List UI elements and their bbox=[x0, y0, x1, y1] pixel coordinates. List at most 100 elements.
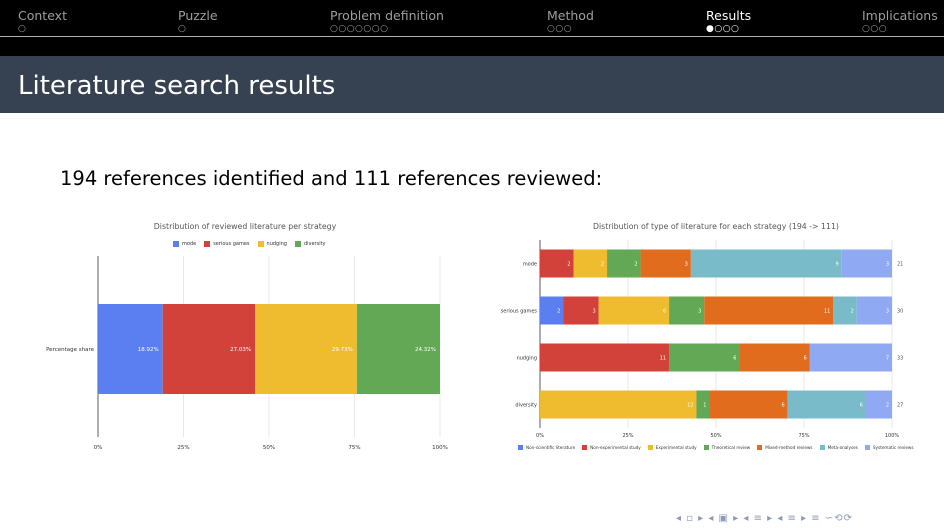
nav-section-puzzle[interactable]: Puzzle ○ bbox=[178, 8, 218, 34]
category-label: nudging bbox=[517, 356, 537, 362]
data-label: 29.73% bbox=[332, 347, 353, 353]
nav-section-label: Implications bbox=[862, 8, 938, 23]
legend-item: diversity bbox=[294, 241, 326, 247]
section-navigation: Context ○ Puzzle ○ Problem definition ○○… bbox=[0, 0, 944, 56]
nav-section-results[interactable]: Results ●○○○ bbox=[706, 8, 751, 34]
bar-segment bbox=[865, 390, 892, 419]
data-label: 3 bbox=[886, 309, 889, 315]
nav-subsection-dots[interactable]: ○ bbox=[178, 24, 187, 34]
nav-subsection-dots[interactable]: ○○○ bbox=[862, 24, 888, 34]
data-label: 12 bbox=[687, 403, 693, 409]
bar-segment bbox=[540, 249, 574, 278]
x-tick-label: 0% bbox=[536, 433, 544, 439]
data-label: 11 bbox=[824, 309, 830, 315]
bar-segment bbox=[841, 249, 892, 278]
legend-swatch bbox=[257, 241, 264, 247]
nav-section-implications[interactable]: Implications ○○○ bbox=[862, 8, 938, 34]
legend-swatch bbox=[647, 445, 653, 450]
bar-segment bbox=[856, 296, 892, 325]
nav-subsection-dots[interactable]: ●○○○ bbox=[706, 24, 740, 34]
legend-swatch bbox=[204, 241, 211, 247]
legend-label: Theoretical review bbox=[711, 445, 751, 450]
nav-subsection-dots[interactable]: ○ bbox=[18, 24, 27, 34]
bar-segment bbox=[669, 296, 705, 325]
bar-segment bbox=[540, 390, 697, 419]
data-label: 11 bbox=[660, 356, 666, 362]
bar-segment bbox=[573, 249, 608, 278]
legend-swatch bbox=[518, 445, 523, 450]
bar-segment bbox=[255, 304, 357, 394]
bar-segment bbox=[690, 249, 842, 278]
data-label: 3 bbox=[698, 309, 701, 315]
legend-item: Mixed-method reviews bbox=[757, 445, 813, 450]
legend-item: Experimental study bbox=[647, 445, 697, 450]
legend-label: diversity bbox=[303, 241, 326, 247]
data-label: 2 bbox=[601, 262, 604, 268]
legend-label: Non-experimental study bbox=[590, 445, 641, 450]
nav-section-method[interactable]: Method ○○○ bbox=[547, 8, 594, 34]
data-label: 18.92% bbox=[138, 347, 159, 353]
legend-label: Non-scientific literature bbox=[526, 445, 576, 450]
legend-label: Meta-analyses bbox=[827, 445, 858, 450]
x-tick-label: 50% bbox=[263, 445, 275, 451]
legend-swatch bbox=[864, 445, 870, 450]
chart1-legend: mode serious games nudging diversity bbox=[173, 241, 334, 247]
legend-label: Systematic reviews bbox=[872, 445, 914, 450]
bar-segment bbox=[607, 249, 641, 278]
category-label: diversity bbox=[515, 403, 537, 409]
x-tick-label: 25% bbox=[177, 445, 189, 451]
nav-section-label: Puzzle bbox=[178, 8, 218, 23]
nav-subsection-dots[interactable]: ○○○○○○○ bbox=[330, 24, 389, 34]
data-label: 24.32% bbox=[415, 347, 436, 353]
bar-segment bbox=[809, 343, 892, 372]
data-label: 6 bbox=[782, 403, 785, 409]
bar-segment bbox=[739, 343, 810, 372]
legend-swatch bbox=[703, 445, 709, 450]
data-label: 2 bbox=[886, 403, 889, 409]
category-label: mode bbox=[523, 262, 537, 268]
bar-segment bbox=[563, 296, 599, 325]
data-label: 3 bbox=[886, 262, 889, 268]
bar-segment bbox=[356, 304, 440, 394]
page-title: Literature search results bbox=[18, 71, 336, 101]
lead-text: 194 references identified and 111 refere… bbox=[60, 167, 603, 190]
data-label: 9 bbox=[836, 262, 839, 268]
nav-section-problem-definition[interactable]: Problem definition ○○○○○○○ bbox=[330, 8, 444, 34]
chart1-title: Distribution of reviewed literature per … bbox=[153, 222, 337, 231]
data-label: 6 bbox=[733, 356, 736, 362]
total-label: 33 bbox=[897, 356, 903, 362]
legend-label: mode bbox=[182, 241, 197, 247]
data-label: 2 bbox=[851, 309, 854, 315]
nav-section-context[interactable]: Context ○ bbox=[18, 8, 67, 34]
bar-segment bbox=[640, 249, 691, 278]
nav-subsection-dots[interactable]: ○○○ bbox=[547, 24, 573, 34]
bar-segment bbox=[709, 390, 788, 419]
legend-item: Systematic reviews bbox=[864, 445, 914, 450]
chart2-legend: Non-scientific literature Non-experiment… bbox=[518, 445, 914, 450]
nav-section-label: Results bbox=[706, 8, 752, 23]
legend-item: Theoretical review bbox=[703, 445, 751, 450]
legend-swatch bbox=[294, 241, 301, 247]
x-tick-label: 75% bbox=[798, 433, 809, 439]
bar-segment bbox=[98, 304, 163, 394]
data-label: 7 bbox=[886, 356, 889, 362]
beamer-navigation-symbols[interactable]: ◂ ▫ ▸ ◂ ▣ ▸ ◂ ≡ ▸ ◂ ≡ ▸ ≡ ∽⟲⟳ bbox=[676, 513, 853, 524]
bar-segment bbox=[696, 390, 710, 419]
legend-swatch bbox=[757, 445, 763, 450]
total-label: 21 bbox=[897, 262, 903, 268]
bar-segment bbox=[162, 304, 256, 394]
bar-segment bbox=[704, 296, 834, 325]
nav-divider bbox=[0, 36, 944, 37]
nav-section-label: Method bbox=[547, 8, 594, 23]
data-label: 2 bbox=[557, 309, 560, 315]
bar-segment bbox=[598, 296, 670, 325]
chart2-title: Distribution of type of literature for e… bbox=[593, 222, 839, 231]
data-label: 3 bbox=[685, 262, 688, 268]
data-label: 27.03% bbox=[230, 347, 251, 353]
total-label: 27 bbox=[897, 403, 903, 409]
x-tick-label: 50% bbox=[710, 433, 721, 439]
nav-section-label: Context bbox=[18, 8, 67, 23]
legend-item: Non-scientific literature bbox=[518, 445, 575, 450]
bar-segment bbox=[540, 343, 670, 372]
bar-segment bbox=[540, 296, 564, 325]
